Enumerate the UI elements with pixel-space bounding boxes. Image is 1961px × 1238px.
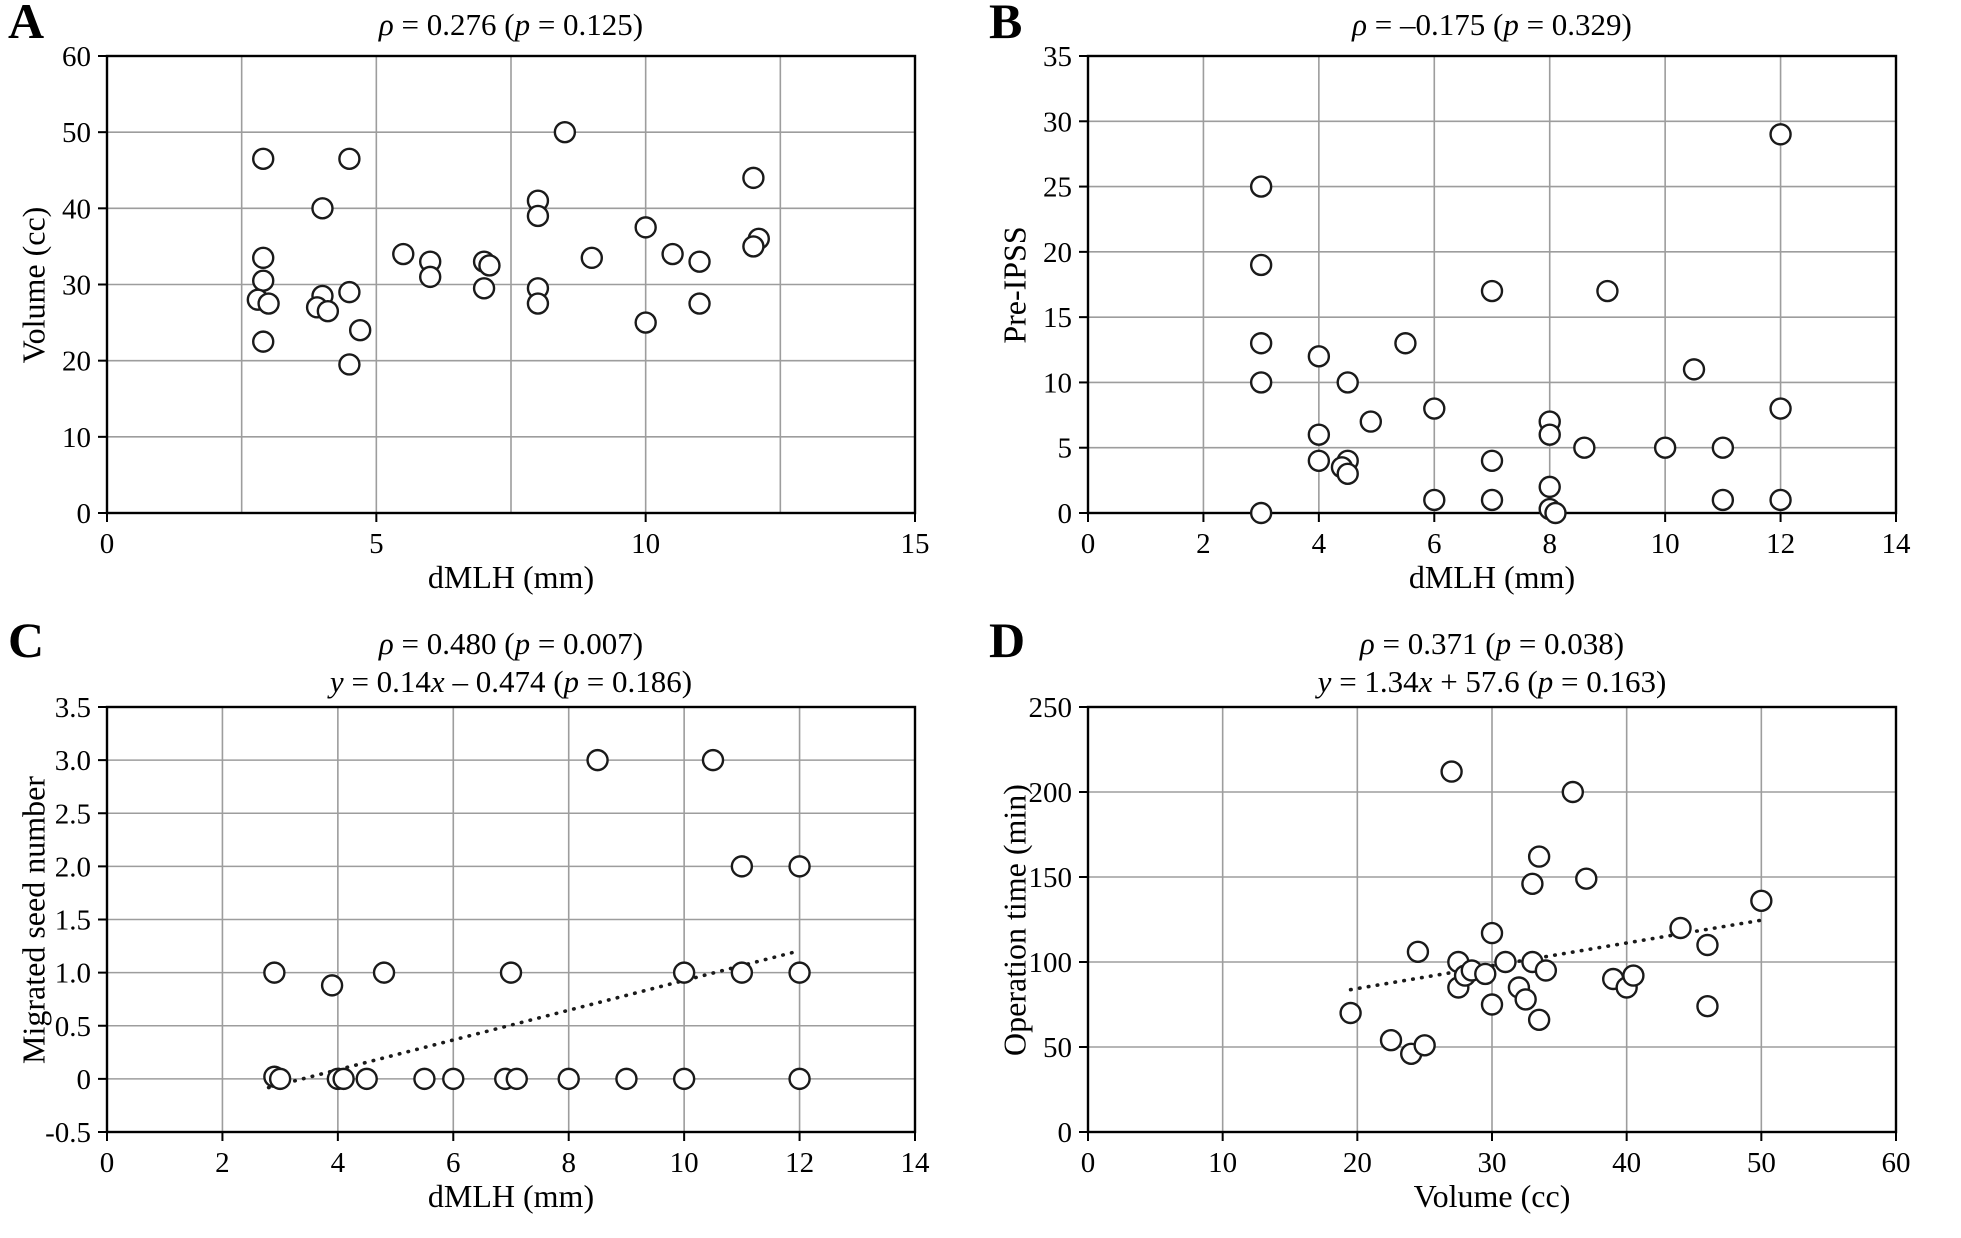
svg-text:60: 60: [1882, 1147, 1911, 1179]
svg-text:12: 12: [785, 1147, 814, 1179]
svg-text:35: 35: [1043, 41, 1072, 73]
svg-text:4: 4: [331, 1147, 346, 1179]
svg-text:-0.5: -0.5: [45, 1117, 91, 1149]
svg-text:5: 5: [1058, 433, 1073, 465]
svg-text:0.5: 0.5: [55, 1011, 91, 1043]
panel-d: D ρ = 0.371 (p = 0.038) y = 1.34x + 57.6 …: [981, 613, 1961, 1238]
svg-text:8: 8: [1542, 528, 1557, 560]
svg-text:15: 15: [901, 528, 930, 560]
x-axis-label-d: Volume (cc): [1413, 1178, 1571, 1214]
svg-text:100: 100: [1029, 947, 1073, 979]
svg-text:40: 40: [1612, 1147, 1641, 1179]
svg-text:0: 0: [1058, 498, 1073, 530]
panel-letter-a: A: [8, 0, 45, 49]
chart-title-c: ρ = 0.480 (p = 0.007) y = 0.14x – 0.474 (…: [329, 626, 693, 699]
svg-text:8: 8: [561, 1147, 576, 1179]
svg-text:60: 60: [62, 41, 91, 73]
x-axis-label-a: dMLH (mm): [427, 559, 595, 595]
svg-text:2.5: 2.5: [55, 798, 91, 830]
svg-text:10: 10: [631, 528, 660, 560]
svg-text:14: 14: [1882, 528, 1912, 560]
svg-text:0: 0: [77, 498, 92, 530]
svg-text:50: 50: [1747, 1147, 1776, 1179]
svg-text:12: 12: [1766, 528, 1795, 560]
svg-text:40: 40: [62, 193, 91, 225]
chart-title-d: ρ = 0.371 (p = 0.038) y = 1.34x + 57.6 (p…: [1317, 626, 1667, 699]
svg-text:5: 5: [369, 528, 384, 560]
svg-text:15: 15: [1043, 302, 1072, 334]
scatter-plot-a: 0 5 10 15 0 10 20 30 40 50 60: [62, 41, 930, 560]
svg-text:0: 0: [77, 1064, 92, 1096]
svg-text:10: 10: [62, 422, 91, 454]
svg-text:6: 6: [446, 1147, 461, 1179]
svg-text:0: 0: [1081, 528, 1096, 560]
svg-text:20: 20: [1043, 237, 1072, 269]
svg-text:20: 20: [62, 346, 91, 378]
chart-title-a: ρ = 0.276 (p = 0.125): [378, 7, 644, 42]
svg-text:0: 0: [1081, 1147, 1096, 1179]
x-axis-label-c: dMLH (mm): [427, 1178, 595, 1214]
svg-text:250: 250: [1029, 692, 1073, 724]
svg-text:10: 10: [1208, 1147, 1237, 1179]
panel-letter-c: C: [8, 612, 45, 668]
svg-text:3.0: 3.0: [55, 745, 91, 777]
svg-text:1.5: 1.5: [55, 905, 91, 937]
chart-title-b: ρ = –0.175 (p = 0.329): [1352, 7, 1632, 42]
svg-text:30: 30: [1043, 106, 1072, 138]
scatter-plot-c: 0 2 4 6 8 10 12 14 -0.5 0 0.5 1.0 1.5 2.0 2.5 3.0 3.5: [45, 692, 931, 1179]
svg-text:50: 50: [62, 117, 91, 149]
svg-text:2: 2: [1196, 528, 1211, 560]
svg-text:150: 150: [1029, 862, 1073, 894]
scatter-plot-b: 0 2 4 6 8 10 12 14 0 5 10 15 20 25 30 35: [1043, 41, 1912, 560]
svg-text:4: 4: [1312, 528, 1327, 560]
scatter-plot-d: 0 10 20 30 40 50 60 0 50 100 150 200 250: [1029, 692, 1911, 1179]
panel-letter-d: D: [989, 612, 1026, 668]
svg-text:10: 10: [1651, 528, 1680, 560]
svg-text:30: 30: [1478, 1147, 1507, 1179]
svg-text:0: 0: [1058, 1117, 1073, 1149]
svg-text:1.0: 1.0: [55, 958, 91, 990]
svg-text:50: 50: [1043, 1032, 1072, 1064]
svg-text:2: 2: [215, 1147, 230, 1179]
svg-text:14: 14: [901, 1147, 931, 1179]
svg-text:3.5: 3.5: [55, 692, 91, 724]
svg-text:200: 200: [1029, 777, 1073, 809]
panel-c: C ρ = 0.480 (p = 0.007) y = 0.14x – 0.474…: [0, 613, 980, 1238]
panel-letter-b: B: [989, 0, 1023, 49]
svg-text:20: 20: [1343, 1147, 1372, 1179]
svg-text:25: 25: [1043, 172, 1072, 204]
svg-text:2.0: 2.0: [55, 851, 91, 883]
svg-text:10: 10: [670, 1147, 699, 1179]
svg-text:10: 10: [1043, 367, 1072, 399]
svg-text:6: 6: [1427, 528, 1442, 560]
x-axis-label-b: dMLH (mm): [1408, 559, 1576, 595]
svg-text:0: 0: [100, 1147, 115, 1179]
svg-text:0: 0: [100, 528, 115, 560]
svg-text:30: 30: [62, 270, 91, 302]
panel-a: A ρ = 0.276 (p = 0.125) Volume (cc) 0 5 10…: [0, 0, 980, 619]
